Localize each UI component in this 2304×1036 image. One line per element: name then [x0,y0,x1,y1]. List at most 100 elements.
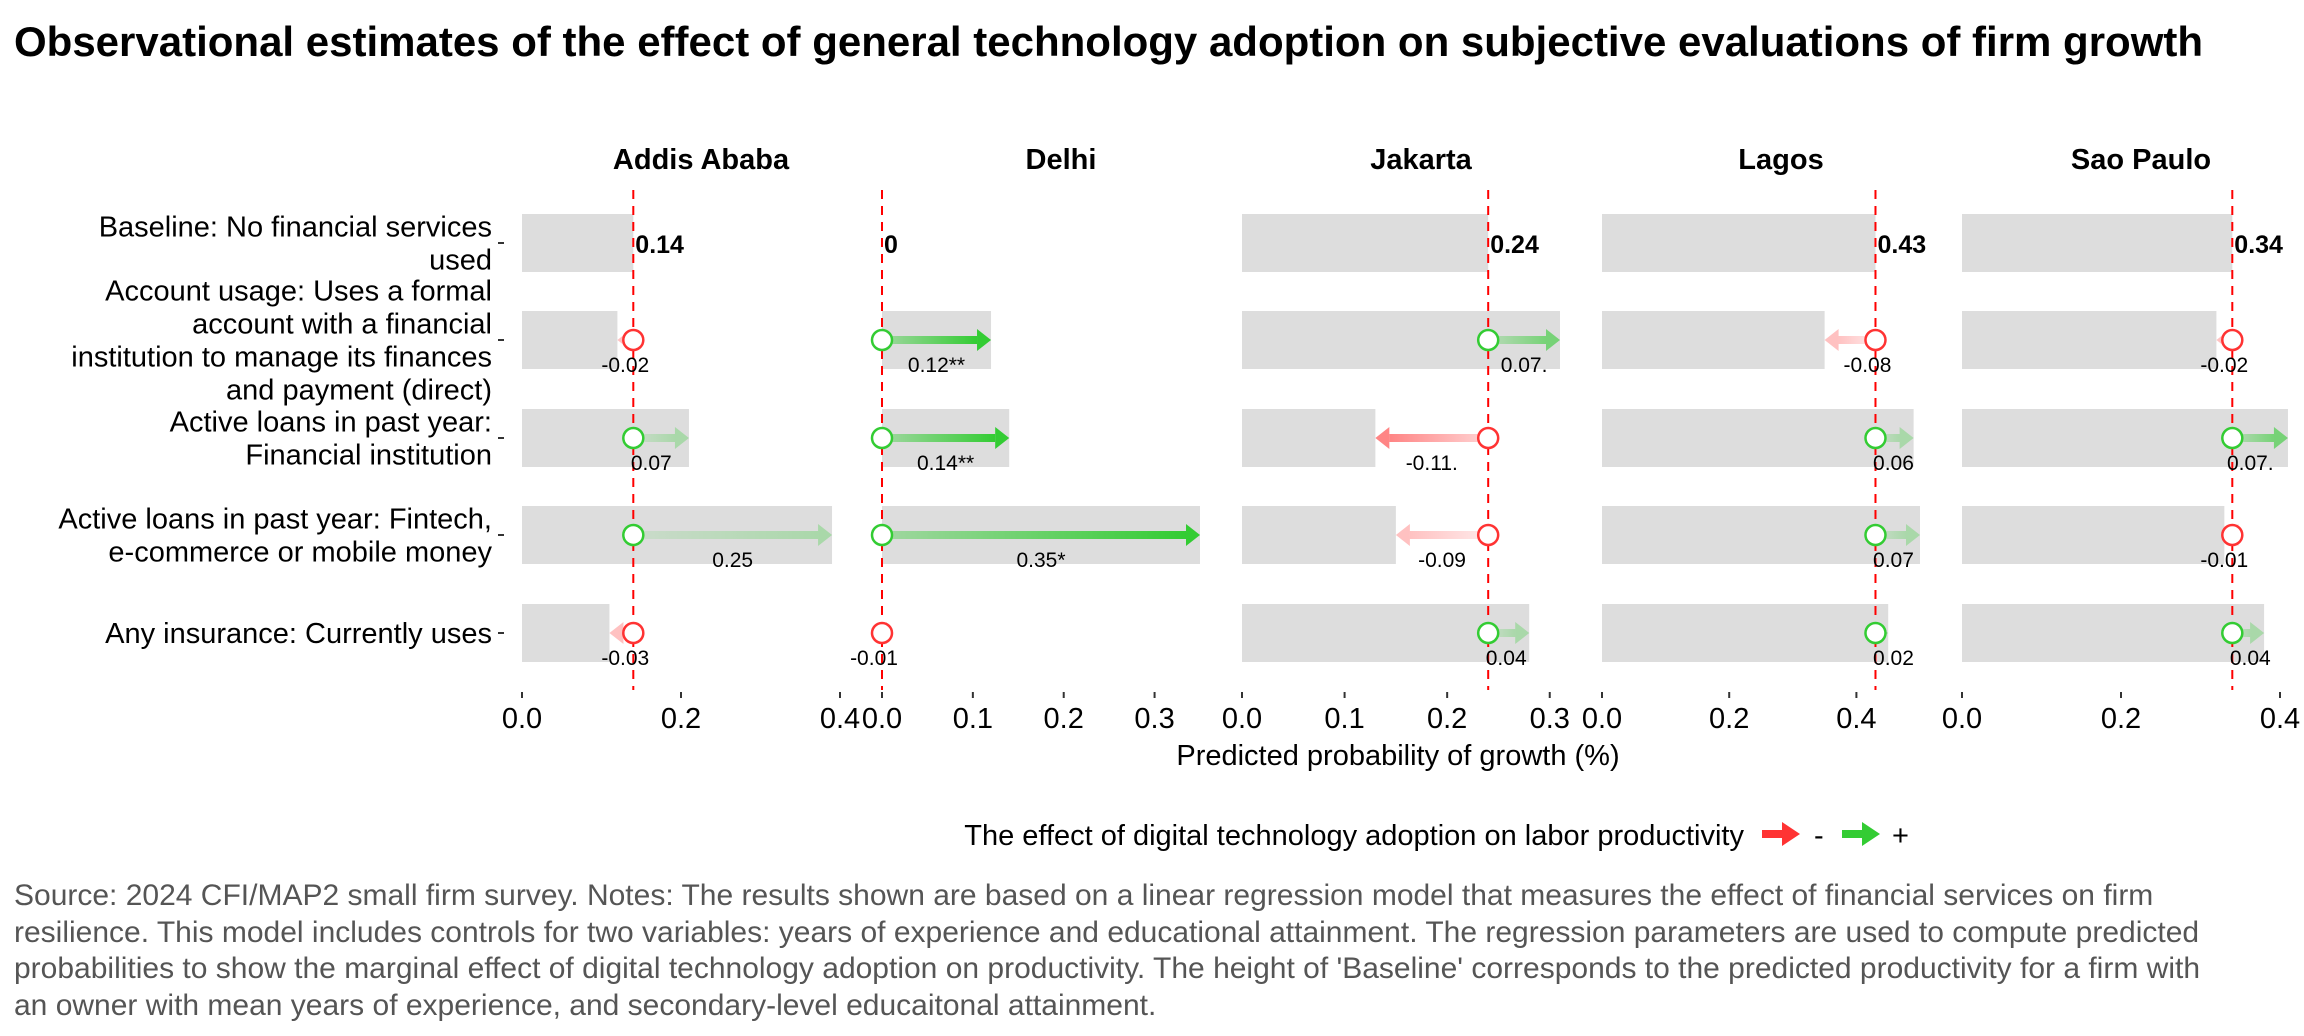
x-tick-label: 0.4 [2260,703,2300,735]
legend-title: The effect of digital technology adoptio… [964,820,1744,852]
x-tick-label: 0.1 [1324,703,1364,735]
row-label: and payment (direct) [226,375,492,407]
baseline-value-label: 0 [884,231,898,259]
x-tick-label: 0.4 [820,703,860,735]
x-tick-label: 0.2 [1709,703,1749,735]
effect-arrow-shaft [1838,336,1876,344]
x-tick-label: 0.3 [1134,703,1174,735]
effect-arrow-shaft [1875,434,1900,442]
range-band [1962,604,2265,662]
x-tick-label: 0.0 [502,703,542,735]
x-tick-label: 0.0 [1942,703,1982,735]
panel-title: Sao Paulo [2071,144,2211,176]
legend-positive-label: + [1892,820,1909,852]
effect-start-point [2221,426,2244,450]
panel-title: Delhi [1026,144,1097,176]
row-label: Baseline: No financial services [99,212,492,244]
baseline-value-label: 0.24 [1490,231,1539,259]
effect-arrow-head [674,427,689,449]
effect-value-label: 0.06 [1873,452,1914,475]
effect-start-point [622,426,645,450]
effect-arrow-shaft [1409,531,1489,539]
effect-start-point [622,523,645,547]
range-band [1602,409,1914,467]
effect-value-label: -0.03 [601,647,649,670]
effect-arrow-shaft [882,434,996,442]
baseline-value-label: 0.14 [635,231,684,259]
row-label: Account usage: Uses a formal [105,276,492,308]
range-band [522,604,610,662]
effect-arrow-shaft [1488,336,1546,344]
effect-value-label: 0.07 [1873,549,1914,572]
effect-arrow-shaft [1875,531,1906,539]
baseline-band [1962,214,2233,272]
row-label: Financial institution [245,440,492,472]
effect-start-point [1864,426,1887,450]
x-tick-label: 0.0 [1582,703,1622,735]
effect-arrow-head [1395,524,1410,546]
effect-start-point [870,328,894,352]
effect-arrow-head [818,524,833,546]
effect-arrow-head [1824,329,1839,351]
source-note-line: probabilities to show the marginal effec… [14,952,2201,986]
effect-arrow-head [1906,524,1920,546]
baseline-value-label: 0.43 [1877,231,1926,259]
range-band [1242,409,1376,467]
legend-arrow-head [1862,822,1880,846]
row-label: Active loans in past year: Fintech, [58,504,492,536]
effect-start-point [2221,328,2244,352]
effect-value-label: 0.14** [917,452,974,475]
baseline-value-label: 0.34 [2234,231,2283,259]
effect-start-point [870,621,894,645]
panel-jakarta: Jakarta 0.24 0.07. -0.11. -0.09 0.04 0.0 0.1 0.2… [1222,144,1570,735]
effect-arrow-head [1186,524,1200,546]
legend-negative-label: - [1814,820,1824,852]
effect-start-point [622,621,645,645]
panel-addis-ababa: Addis Ababa 0.14 -0.02 0.07 0.25 -0.03 0.0 0.2 0… [502,144,860,735]
effect-start-point [2221,621,2244,645]
panel-sao-paulo: Sao Paulo 0.34 -0.02 0.07. -0.01 0.04 0.0 0.2 0.… [1942,144,2300,735]
x-tick-label: 0.2 [2101,703,2141,735]
effect-arrow-shaft [633,531,819,539]
range-band [1962,311,2217,369]
effect-arrow-shaft [882,531,1186,539]
effect-arrow-head [2250,622,2265,644]
panel-title: Addis Ababa [613,144,790,176]
effect-value-label: -0.01 [2200,549,2248,572]
source-note-line: an owner with mean years of experience, … [14,988,1157,1022]
effect-value-label: -0.08 [1844,354,1892,377]
panel-lagos: Lagos 0.43 -0.08 0.06 0.07 0.02 0.0 0.2 0.4 [1582,144,1926,735]
effect-start-point [2221,523,2244,547]
chart-title: Observational estimates of the effect of… [14,18,2204,65]
row-label: used [429,245,492,277]
range-band [1962,506,2225,564]
row-label: Any insurance: Currently uses [105,618,492,650]
row-label: institution to manage its finances [71,342,492,374]
effect-start-point [1864,328,1887,352]
legend-arrow-shaft [1762,830,1784,838]
x-tick-label: 0.2 [1427,703,1467,735]
effect-value-label: 0.04 [2230,647,2271,670]
effect-value-label: 0.35* [1016,549,1065,572]
effect-value-label: 0.12** [908,354,965,377]
effect-value-label: 0.07. [2227,452,2274,475]
panel-delhi: Delhi 0 0.12** 0.14** 0.35* -0.01 0.0 0.1 0.2 0.3 [850,144,1200,735]
effect-start-point [1476,621,1500,645]
source-note-line: resilience. This model includes controls… [14,915,2200,949]
effect-start-point [1864,523,1887,547]
row-label: account with a financial [192,309,492,341]
effect-start-point [1476,523,1500,547]
effect-arrow-head [1546,329,1560,351]
row-label: Active loans in past year: [170,407,492,439]
effect-arrow-head [1899,427,1914,449]
effect-start-point [622,328,645,352]
effect-value-label: -0.11. [1406,452,1458,475]
effect-start-point [1476,328,1500,352]
effect-arrow-head [995,427,1010,449]
effect-value-label: -0.09 [1418,549,1466,572]
baseline-band [522,214,634,272]
range-band [1602,311,1825,369]
effect-arrow-shaft [2232,434,2274,442]
x-tick-label: 0.1 [953,703,993,735]
effect-arrow-shaft [882,336,978,344]
